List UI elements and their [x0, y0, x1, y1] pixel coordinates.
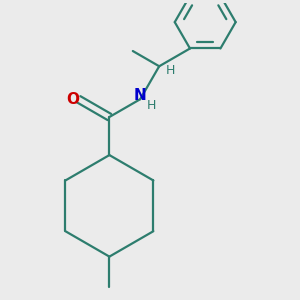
Text: O: O	[66, 92, 79, 107]
Text: H: H	[166, 64, 175, 77]
Text: N: N	[134, 88, 146, 103]
Text: H: H	[147, 99, 156, 112]
